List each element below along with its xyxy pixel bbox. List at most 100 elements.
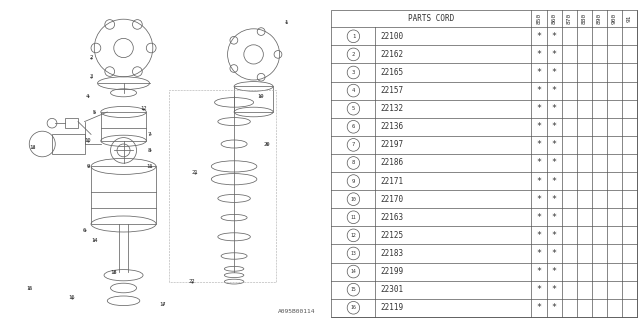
Text: 4: 4 [86,93,90,99]
Bar [234,86,273,112]
Text: *: * [552,68,557,77]
Text: 7: 7 [148,132,151,137]
Text: 15: 15 [26,285,33,291]
Text: 870: 870 [566,13,572,24]
Text: 5: 5 [93,109,96,115]
Text: 11: 11 [147,164,153,169]
Text: *: * [552,158,557,167]
Text: *: * [536,231,541,240]
Text: 9: 9 [352,179,355,184]
Text: 900: 900 [612,13,617,24]
Bar [52,134,84,154]
Text: A095B00114: A095B00114 [278,308,316,314]
Text: *: * [552,267,557,276]
Text: *: * [536,32,541,41]
Text: 1: 1 [352,34,355,39]
Text: 17: 17 [159,301,166,307]
Text: 20: 20 [263,141,270,147]
Text: *: * [552,140,557,149]
Text: 3: 3 [352,70,355,75]
Text: *: * [536,195,541,204]
Text: *: * [552,32,557,41]
Text: 19: 19 [257,93,263,99]
Text: 6: 6 [352,124,355,129]
Text: *: * [536,50,541,59]
Text: *: * [536,122,541,131]
Text: *: * [536,86,541,95]
Text: *: * [552,104,557,113]
Text: 880: 880 [582,13,587,24]
Text: 22: 22 [189,279,195,284]
Text: 22119: 22119 [380,303,403,312]
Text: *: * [536,303,541,312]
Text: *: * [552,195,557,204]
Text: 18: 18 [111,269,117,275]
Text: *: * [552,285,557,294]
Text: 16: 16 [68,295,75,300]
Text: 4: 4 [352,88,355,93]
Text: 22157: 22157 [380,86,403,95]
Text: 13: 13 [351,251,356,256]
Text: 890: 890 [596,13,602,24]
Text: *: * [552,86,557,95]
Text: *: * [536,285,541,294]
Text: 12: 12 [140,106,147,111]
Text: 22165: 22165 [380,68,403,77]
Text: *: * [536,158,541,167]
Text: *: * [536,177,541,186]
Text: *: * [536,68,541,77]
Text: 22186: 22186 [380,158,403,167]
Text: 8: 8 [148,148,151,153]
Text: 10: 10 [84,138,91,143]
Text: *: * [552,177,557,186]
Text: 13: 13 [29,145,36,150]
Text: 22125: 22125 [380,231,403,240]
Text: *: * [552,249,557,258]
Bar [100,112,147,141]
Text: 22100: 22100 [380,32,403,41]
Text: 11: 11 [351,215,356,220]
Text: 22163: 22163 [380,213,403,222]
Text: 16: 16 [351,305,356,310]
Text: 2: 2 [90,55,93,60]
Text: 22301: 22301 [380,285,403,294]
Text: 22132: 22132 [380,104,403,113]
Text: 22171: 22171 [380,177,403,186]
Text: *: * [552,50,557,59]
Text: 1: 1 [285,20,288,25]
Text: *: * [536,104,541,113]
Text: 7: 7 [352,142,355,148]
Text: *: * [552,231,557,240]
Text: 21: 21 [192,170,198,175]
Text: 22197: 22197 [380,140,403,149]
Text: 10: 10 [351,197,356,202]
Text: 91: 91 [627,15,632,22]
Text: 860: 860 [552,13,557,24]
Text: PARTS CORD: PARTS CORD [408,14,454,23]
Text: 14: 14 [351,269,356,274]
Text: 15: 15 [351,287,356,292]
Text: *: * [536,249,541,258]
Text: 9: 9 [86,164,90,169]
Text: 850: 850 [536,13,541,24]
Text: *: * [552,303,557,312]
Text: 22162: 22162 [380,50,403,59]
Text: 22170: 22170 [380,195,403,204]
Text: 5: 5 [352,106,355,111]
Text: *: * [536,140,541,149]
Text: 22183: 22183 [380,249,403,258]
Bar [91,166,156,224]
Text: *: * [536,267,541,276]
Text: 12: 12 [351,233,356,238]
Text: 6: 6 [83,228,86,233]
Text: 22199: 22199 [380,267,403,276]
Bar [65,118,78,128]
Text: 3: 3 [90,74,93,79]
Text: 22136: 22136 [380,122,403,131]
Text: 2: 2 [352,52,355,57]
Text: *: * [552,213,557,222]
Text: 8: 8 [352,160,355,165]
Text: *: * [552,122,557,131]
Text: *: * [536,213,541,222]
Text: 14: 14 [91,237,97,243]
